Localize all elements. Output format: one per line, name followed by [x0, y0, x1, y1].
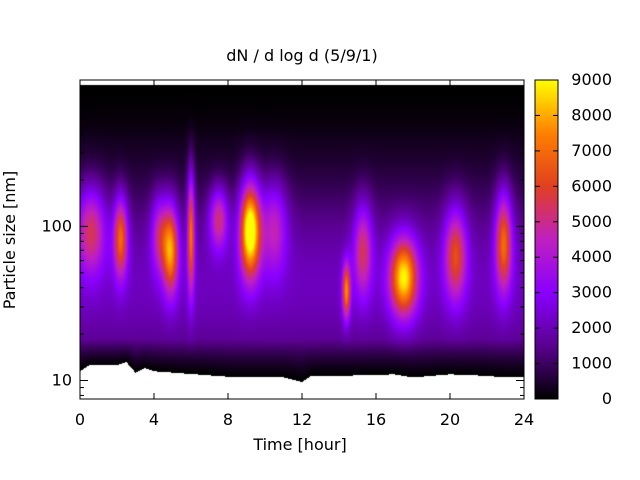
y-axis-label: Particle size [nm] — [0, 171, 19, 310]
y-axis: 10 100 — [41, 86, 524, 396]
x-tick-label: 12 — [292, 410, 312, 429]
heatmap-image — [80, 80, 524, 399]
x-tick-label: 0 — [75, 410, 85, 429]
colorbar-tick-label: 5000 — [571, 212, 612, 231]
colorbar-tick-label: 2000 — [571, 318, 612, 337]
x-tick-label: 8 — [223, 410, 233, 429]
colorbar-tick-label: 0 — [602, 389, 612, 408]
colorbar-tick-label: 3000 — [571, 283, 612, 302]
y-tick-label: 100 — [41, 216, 72, 235]
colorbar-tick-label: 1000 — [571, 354, 612, 373]
y-tick-label: 10 — [52, 371, 72, 390]
colorbar-tick-label: 6000 — [571, 176, 612, 195]
colorbar-tick-label: 4000 — [571, 247, 612, 266]
x-tick-label: 16 — [366, 410, 386, 429]
colorbar-tick-label: 9000 — [571, 70, 612, 89]
x-axis: 0 4 8 12 16 20 24 — [75, 80, 534, 429]
colorbar-tick-label: 8000 — [571, 105, 612, 124]
x-tick-label: 4 — [149, 410, 159, 429]
x-tick-label: 20 — [440, 410, 460, 429]
x-axis-label: Time [hour] — [252, 435, 346, 454]
colorbar-tick-label: 7000 — [571, 141, 612, 160]
colorbar-axis: 0 1000 2000 3000 4000 5000 6000 7000 8000 9000 — [535, 70, 612, 408]
x-tick-label: 24 — [514, 410, 534, 429]
chart-title: dN / d log d (5/9/1) — [226, 46, 377, 65]
colorbar — [535, 80, 558, 399]
colorbar-frame — [534, 79, 559, 400]
